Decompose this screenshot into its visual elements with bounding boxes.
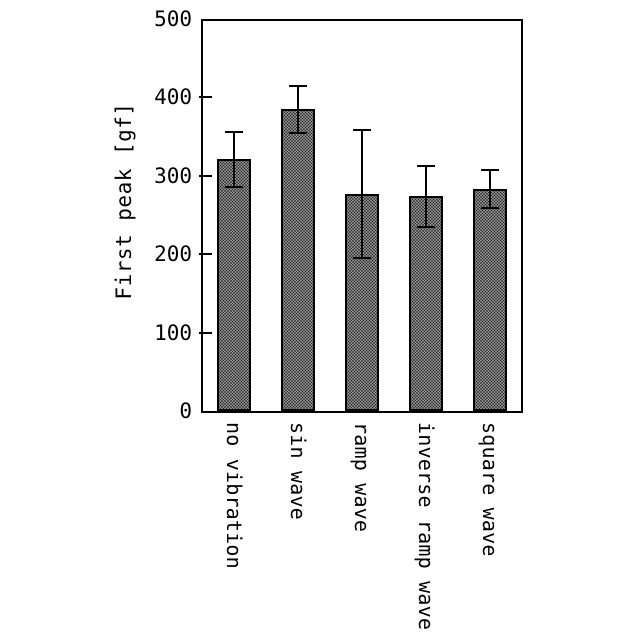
error-bar-cap-top	[289, 84, 307, 87]
y-tick-mark	[199, 96, 212, 99]
error-bar-cap-bottom	[481, 206, 499, 209]
y-tick-label: 200	[154, 242, 192, 267]
x-tick-label: no vibration	[222, 422, 246, 569]
error-bar-cap-bottom	[289, 131, 307, 134]
bar	[409, 196, 443, 411]
error-bar-line	[297, 85, 299, 133]
error-bar-cap-bottom	[225, 185, 243, 188]
y-tick-label: 500	[154, 7, 192, 31]
x-tick-label: inverse ramp wave	[414, 422, 438, 631]
y-tick-label: 300	[154, 163, 192, 188]
error-bar-line	[361, 129, 363, 259]
y-tick-label: 400	[154, 85, 192, 110]
error-bar-cap-top	[353, 128, 371, 131]
error-bar-line	[489, 170, 491, 208]
x-tick-label: ramp wave	[350, 422, 374, 533]
error-bar-line	[425, 165, 427, 227]
error-bar-cap-bottom	[417, 225, 435, 228]
y-tick-label: 0	[179, 399, 192, 423]
bar	[473, 189, 507, 411]
error-bar-cap-top	[417, 164, 435, 167]
bar	[217, 159, 251, 411]
x-tick-label: sin wave	[286, 422, 310, 520]
y-tick-mark	[199, 331, 212, 334]
y-tick-mark	[199, 174, 212, 177]
error-bar-line	[233, 131, 235, 187]
error-bar-cap-top	[225, 130, 243, 133]
bar	[281, 109, 315, 411]
x-tick-label: square wave	[478, 422, 502, 557]
y-tick-mark	[199, 253, 212, 256]
y-tick-label: 100	[154, 320, 192, 345]
error-bar-cap-bottom	[353, 257, 371, 260]
y-axis-title: First peak [gf]	[112, 102, 136, 300]
error-bar-cap-top	[481, 169, 499, 172]
